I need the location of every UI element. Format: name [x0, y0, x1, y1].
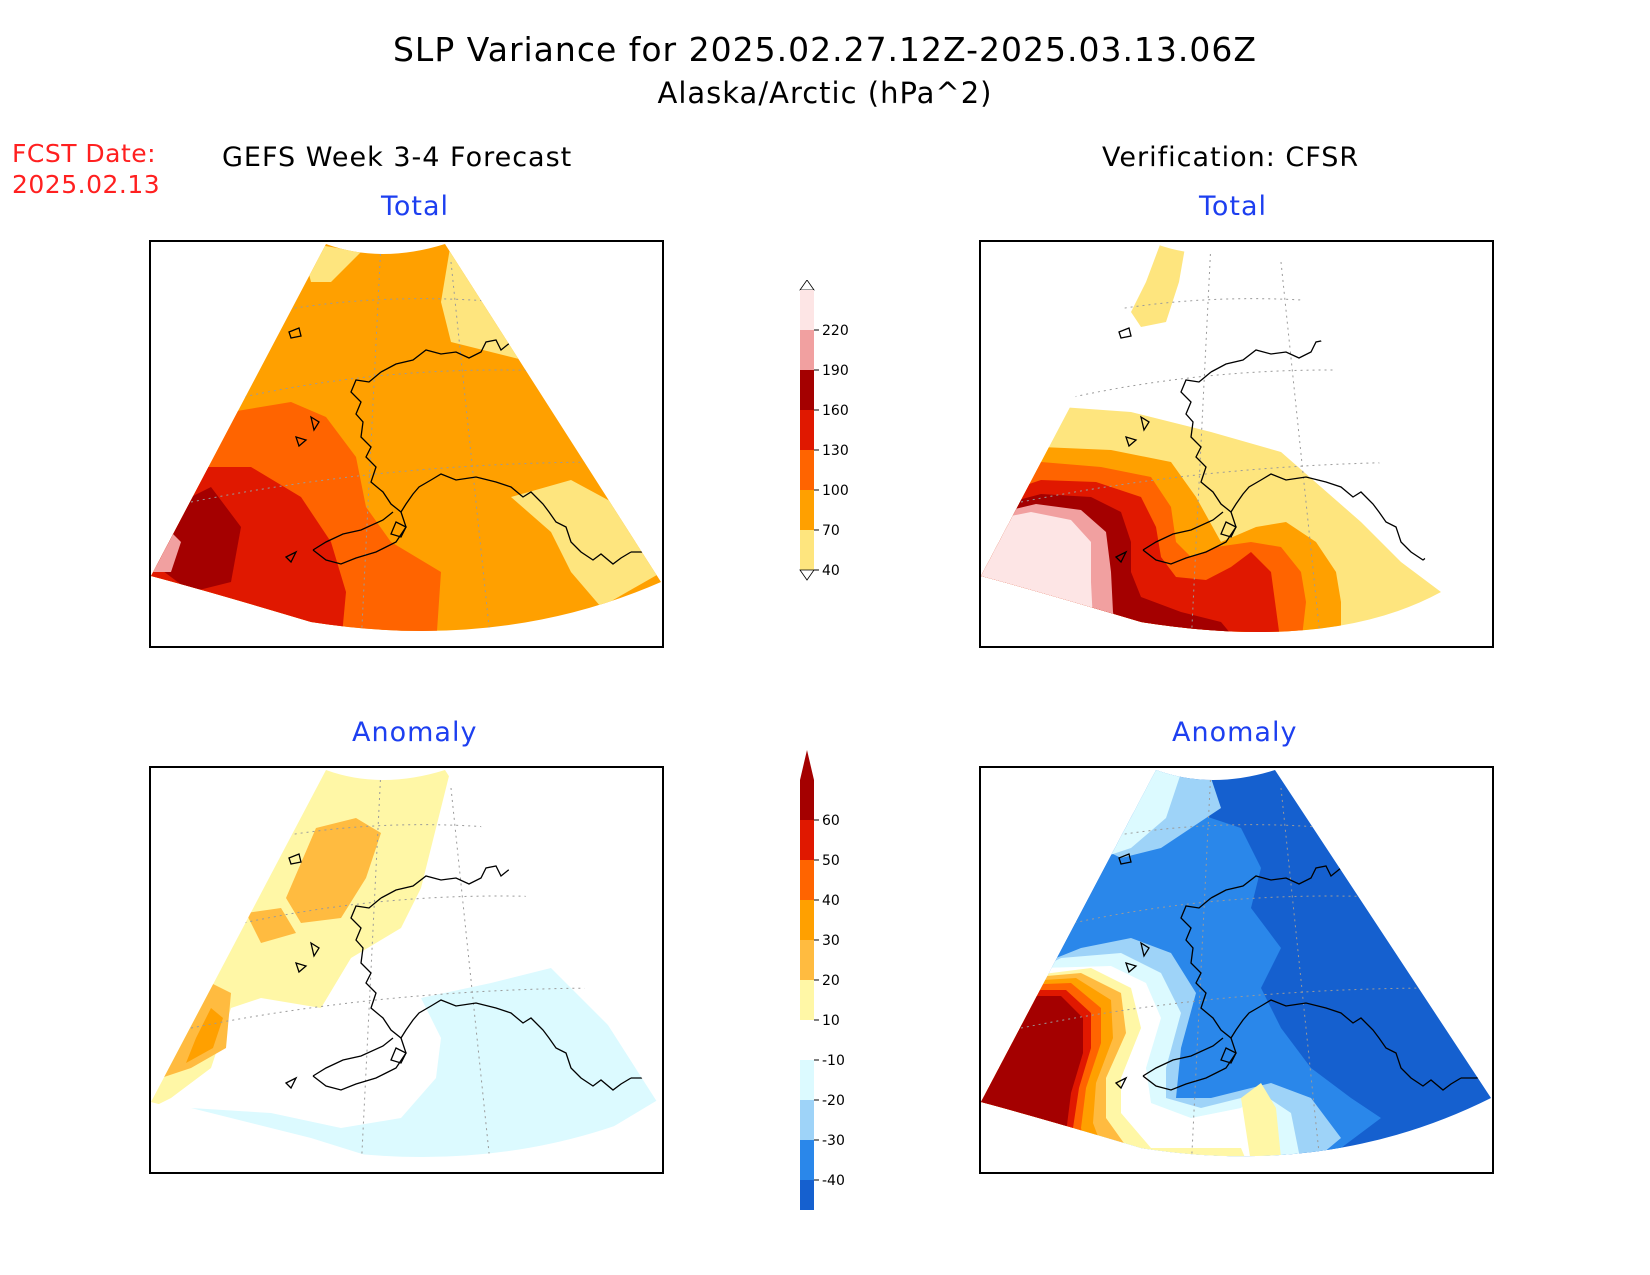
anomaly-20-30-region [286, 818, 381, 923]
colorbar-swatch [800, 1140, 814, 1180]
cfsr-total-map [979, 240, 1494, 648]
gefs-anomaly-map [149, 766, 664, 1174]
anomaly-colorbar: 60 50 40 30 20 10 -10 -20 -30 -40 [795, 750, 875, 1250]
colorbar-tick-label: 100 [822, 483, 849, 499]
colorbar-tick-label: 20 [822, 973, 840, 989]
colorbar-swatch [800, 980, 814, 1020]
colorbar-tick-label: 220 [822, 323, 849, 339]
forecast-date-value: 2025.02.13 [12, 170, 161, 199]
colorbar-swatch [800, 900, 814, 940]
bottom-right-subtitle: Anomaly [1172, 717, 1298, 748]
colorbar-tick-label: 30 [822, 933, 840, 949]
anomaly-10-20-region [1241, 1083, 1281, 1157]
colorbar-tick-label: 40 [822, 893, 840, 909]
anomaly-20-30-region [246, 908, 296, 943]
colorbar-top-arrow [799, 279, 815, 291]
gefs-total-map [149, 240, 664, 648]
figure-title: SLP Variance for 2025.02.27.12Z-2025.03.… [392, 30, 1258, 69]
colorbar-tick-label: 70 [822, 523, 840, 539]
forecast-date-label: FCST Date: [12, 139, 157, 168]
graticule [1020, 244, 1441, 632]
colorbar-swatch [800, 330, 814, 370]
colorbar-tick-label: 130 [822, 443, 849, 459]
colorbar-tick-label: -40 [822, 1173, 845, 1189]
colorbar-tick-label: 50 [822, 853, 840, 869]
colorbar-tick-label: 10 [822, 1013, 840, 1029]
colorbar-tick-label: 60 [822, 813, 840, 829]
graticule [190, 770, 652, 1157]
graticule [1020, 770, 1482, 1157]
graticule [190, 244, 652, 631]
cfsr-anomaly-map [979, 766, 1494, 1174]
figure-subtitle: Alaska/Arctic (hPa^2) [657, 76, 993, 110]
anomaly-20-30-region [161, 983, 231, 1078]
colorbar-swatch [800, 450, 814, 490]
variance-190-220-region [151, 532, 181, 572]
total-colorbar: 220 190 160 130 100 70 40 [795, 279, 875, 624]
colorbar-top-arrow [800, 750, 814, 780]
forecast-date-block: FCST Date: 2025.02.13 [12, 138, 160, 200]
bottom-left-subtitle: Anomaly [352, 717, 478, 748]
colorbar-swatch [800, 820, 814, 860]
top-left-subtitle: Total [381, 191, 450, 222]
colorbar-swatch [800, 530, 814, 570]
anomaly-neg10-neg20-region [191, 968, 661, 1157]
colorbar-tick-label: -20 [822, 1093, 845, 1109]
colorbar-swatch [800, 1180, 814, 1220]
top-right-subtitle: Total [1199, 191, 1268, 222]
colorbar-swatch [800, 490, 814, 530]
anomaly-30-40-region [186, 1008, 223, 1063]
variance-160-190-region [151, 487, 241, 592]
anomaly-above-60-region [981, 996, 1083, 1157]
colorbar-tick-label: 190 [822, 363, 849, 379]
right-column-heading: Verification: CFSR [1102, 142, 1360, 173]
colorbar-swatch [800, 410, 814, 450]
colorbar-swatch [800, 370, 814, 410]
left-column-heading: GEFS Week 3-4 Forecast [222, 142, 573, 173]
colorbar-swatch [800, 940, 814, 980]
colorbar-tick-label: 40 [822, 563, 840, 579]
colorbar-swatch [800, 860, 814, 900]
colorbar-bottom-arrow [799, 569, 815, 581]
colorbar-swatch [800, 1060, 814, 1100]
colorbar-tick-label: -30 [822, 1133, 845, 1149]
colorbar-tick-label: 160 [822, 403, 849, 419]
colorbar-swatch [800, 780, 814, 820]
colorbar-tick-label: -10 [822, 1053, 845, 1069]
colorbar-swatch [800, 1020, 814, 1060]
colorbar-swatch [800, 290, 814, 330]
colorbar-swatch [800, 1100, 814, 1140]
variance-40-70-region [1131, 244, 1186, 327]
